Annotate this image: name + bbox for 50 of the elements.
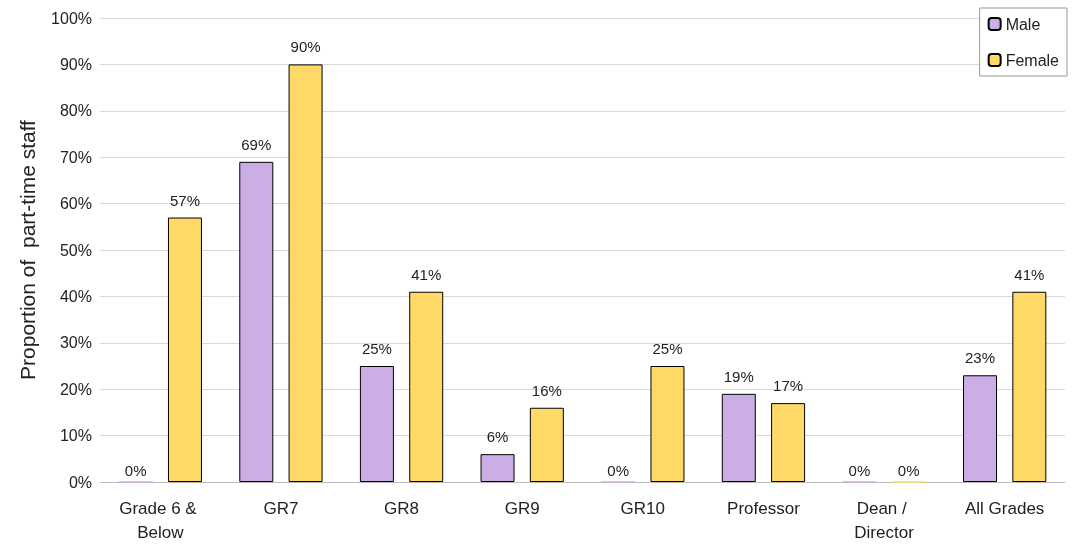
y-tick-label: 20% — [59, 380, 92, 398]
bar — [771, 403, 806, 482]
x-tick-label: GR7 — [263, 498, 299, 518]
bar — [1012, 291, 1047, 482]
y-tick-label: 80% — [59, 102, 92, 120]
x-tick-label: Grade 6 & Below — [119, 498, 202, 542]
y-tick-label: 90% — [59, 55, 92, 73]
bar — [359, 366, 394, 482]
y-tick-label: 60% — [59, 195, 92, 213]
legend-label: Male — [1005, 15, 1041, 33]
x-tick-label: All Grades — [965, 498, 1045, 518]
x-tick-label: Dean / Director — [854, 498, 915, 542]
x-tick-label: GR9 — [504, 498, 540, 518]
y-tick-label: 100% — [51, 9, 92, 27]
bar — [409, 291, 444, 482]
data-label: 25% — [652, 340, 683, 357]
data-label: 17% — [773, 377, 804, 395]
y-tick-label: 10% — [59, 427, 92, 445]
bar — [239, 161, 274, 482]
data-label: 0% — [897, 461, 920, 479]
data-label: 0% — [848, 461, 871, 479]
bar — [288, 64, 323, 482]
data-label: 19% — [723, 367, 754, 385]
data-label: 41% — [411, 265, 442, 283]
y-axis-title: Proportion of part-time staff — [16, 119, 39, 380]
y-tick-label: 50% — [59, 241, 92, 259]
data-label: 23% — [965, 349, 996, 367]
x-tick-label: GR8 — [384, 498, 420, 518]
y-tick-label: 30% — [59, 334, 92, 352]
data-label: 16% — [531, 381, 562, 399]
bar — [480, 454, 515, 482]
data-label: 90% — [290, 38, 321, 56]
y-tick-label: 0% — [68, 473, 92, 491]
bar — [167, 217, 202, 482]
legend-label: Female — [1005, 51, 1060, 69]
data-label: 57% — [169, 191, 200, 209]
x-tick-label: Professor — [727, 498, 801, 518]
y-tick-label: 40% — [59, 287, 92, 305]
y-tick-label: 70% — [59, 148, 92, 166]
bar — [721, 393, 756, 482]
data-label: 41% — [1014, 265, 1045, 283]
bar — [650, 366, 685, 482]
data-label: 6% — [486, 428, 509, 446]
data-label: 25% — [361, 340, 392, 357]
data-label: 69% — [241, 135, 272, 153]
data-label: 0% — [607, 461, 630, 479]
bar — [963, 375, 998, 482]
data-label: 0% — [124, 461, 147, 479]
x-tick-label: GR10 — [620, 498, 666, 518]
bar — [529, 407, 564, 482]
